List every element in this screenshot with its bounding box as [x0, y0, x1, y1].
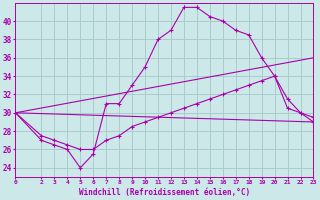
X-axis label: Windchill (Refroidissement éolien,°C): Windchill (Refroidissement éolien,°C) — [79, 188, 250, 197]
